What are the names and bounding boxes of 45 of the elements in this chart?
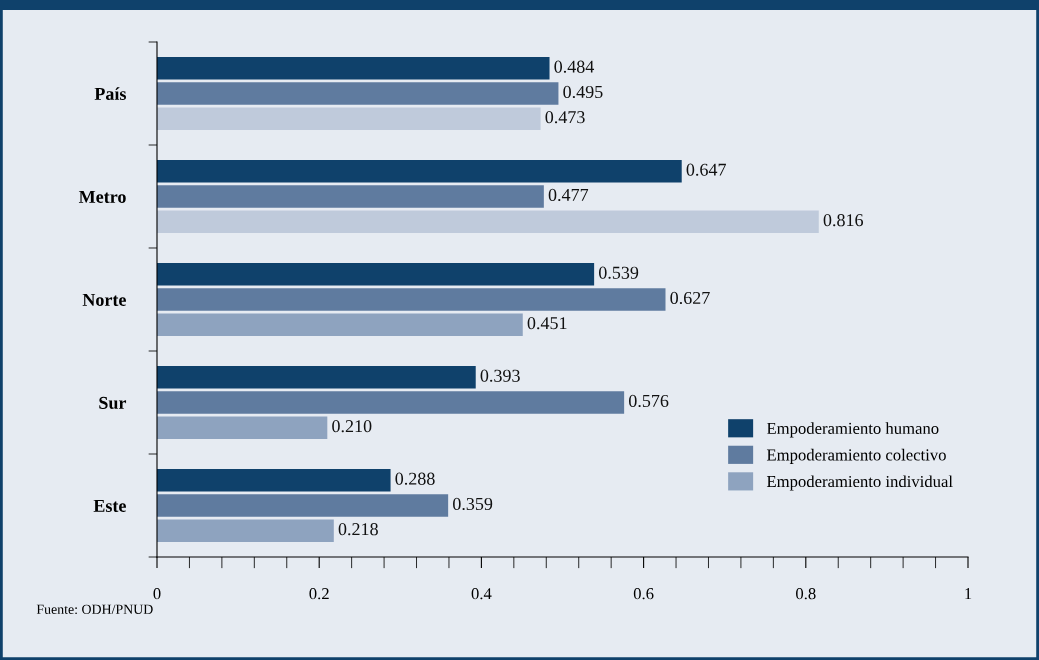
bar [157, 56, 550, 80]
y-tick-label: Sur [99, 396, 127, 409]
bar [157, 468, 391, 492]
text: 0.484 [554, 60, 595, 73]
text: 0.210 [332, 420, 372, 433]
x-tick-label: 0.2 [309, 588, 329, 600]
text: 0.647 [686, 163, 726, 176]
y-tick-label: Norte [82, 293, 126, 306]
y-tick-label: Este [93, 499, 126, 512]
bar [157, 313, 523, 337]
text: 0.218 [338, 523, 378, 536]
bar [157, 107, 541, 131]
source-note: Fuente: ODH/PNUD [36, 604, 153, 615]
text: 0.359 [453, 497, 493, 511]
text: 0.627 [670, 291, 710, 305]
text: 0.495 [563, 85, 603, 99]
text: 0.288 [395, 472, 435, 485]
bar [157, 159, 682, 183]
bar [157, 288, 666, 311]
text: 0.477 [548, 188, 589, 202]
text: 0.539 [598, 266, 639, 279]
x-tick-label: 1 [965, 588, 972, 600]
bar [157, 210, 819, 234]
text: 0.393 [480, 369, 520, 382]
legend-label: Empoderamiento individual [766, 475, 953, 491]
x-tick-label: 0.4 [471, 588, 492, 600]
x-tick-label: 0 [153, 588, 161, 600]
bar [157, 365, 476, 389]
x-tick-label: 0.6 [633, 588, 654, 600]
bar [157, 262, 595, 286]
legend-label: Empoderamiento colectivo [766, 448, 946, 464]
bar [157, 494, 449, 517]
y-tick-label: Metro [78, 190, 126, 203]
bar [157, 82, 559, 105]
text: 0.451 [527, 317, 567, 330]
text: 0.816 [823, 214, 864, 227]
text: 0.576 [628, 394, 669, 408]
bar [157, 416, 328, 440]
bar [157, 185, 544, 208]
x-tick-label: 0.8 [796, 588, 816, 600]
text: 0.473 [545, 111, 585, 124]
bar [157, 391, 625, 414]
y-tick-label: País [94, 87, 126, 100]
bar [157, 519, 334, 543]
legend-label: Empoderamiento humano [766, 422, 939, 438]
